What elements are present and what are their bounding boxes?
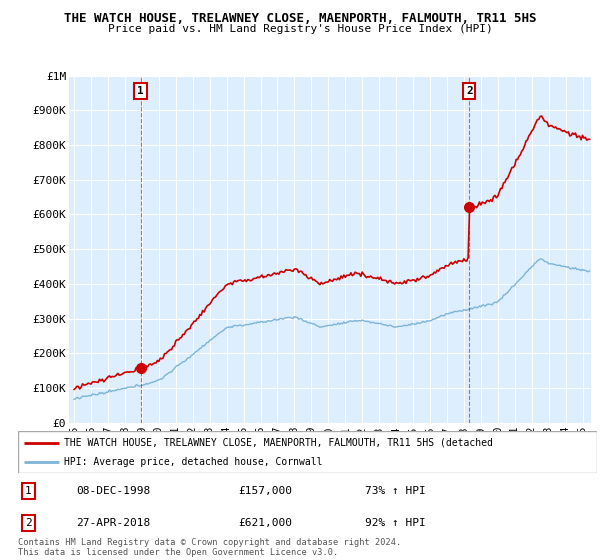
Text: 1: 1 xyxy=(137,86,144,96)
Text: 2: 2 xyxy=(466,86,473,96)
Text: 92% ↑ HPI: 92% ↑ HPI xyxy=(365,518,426,528)
Text: HPI: Average price, detached house, Cornwall: HPI: Average price, detached house, Corn… xyxy=(64,457,323,467)
Text: 73% ↑ HPI: 73% ↑ HPI xyxy=(365,486,426,496)
Text: 27-APR-2018: 27-APR-2018 xyxy=(76,518,150,528)
Text: £157,000: £157,000 xyxy=(238,486,292,496)
Text: 1: 1 xyxy=(25,486,32,496)
Text: Price paid vs. HM Land Registry's House Price Index (HPI): Price paid vs. HM Land Registry's House … xyxy=(107,24,493,34)
Text: Contains HM Land Registry data © Crown copyright and database right 2024.
This d: Contains HM Land Registry data © Crown c… xyxy=(18,538,401,557)
Text: 2: 2 xyxy=(25,518,32,528)
Text: THE WATCH HOUSE, TRELAWNEY CLOSE, MAENPORTH, FALMOUTH, TR11 5HS: THE WATCH HOUSE, TRELAWNEY CLOSE, MAENPO… xyxy=(64,12,536,25)
Text: £621,000: £621,000 xyxy=(238,518,292,528)
Text: THE WATCH HOUSE, TRELAWNEY CLOSE, MAENPORTH, FALMOUTH, TR11 5HS (detached: THE WATCH HOUSE, TRELAWNEY CLOSE, MAENPO… xyxy=(64,437,493,447)
Text: 08-DEC-1998: 08-DEC-1998 xyxy=(76,486,150,496)
